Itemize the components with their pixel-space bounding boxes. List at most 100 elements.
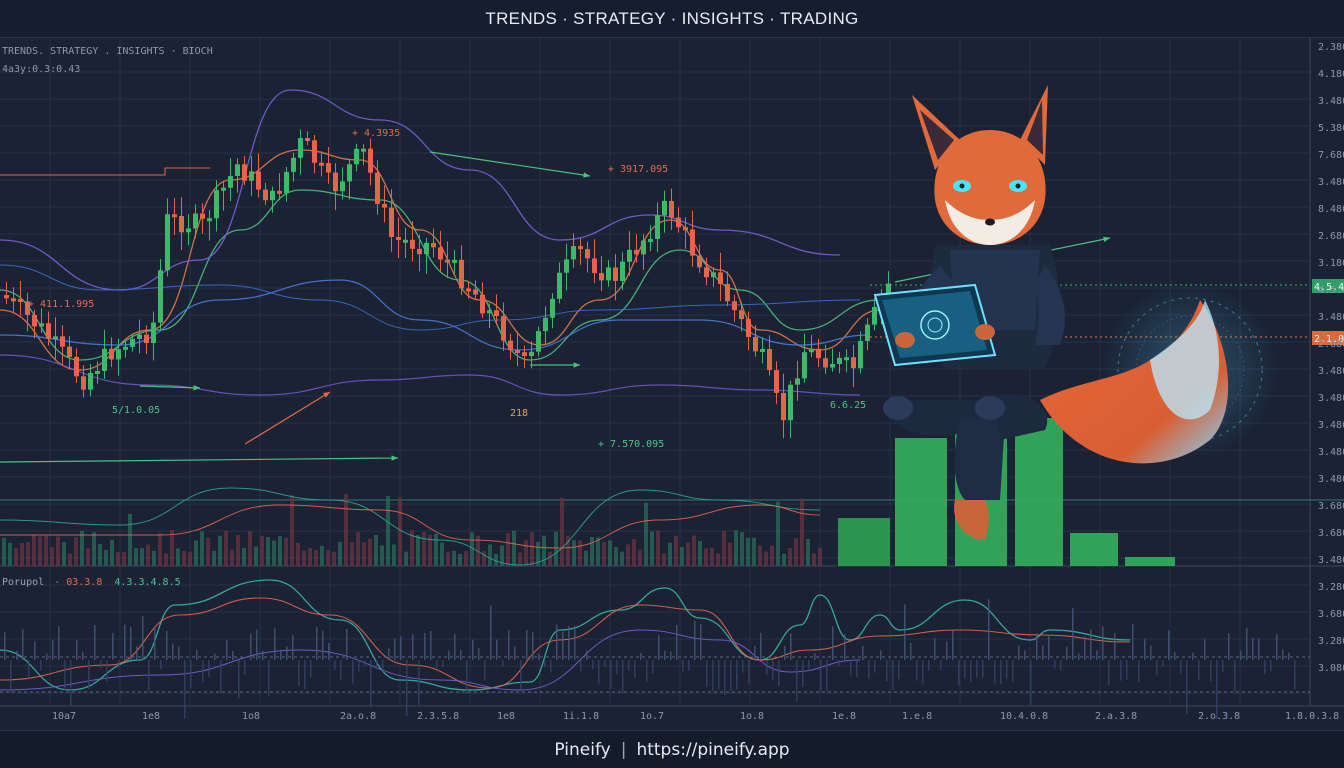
- candle-body: [116, 349, 121, 360]
- volume-bar: [200, 531, 204, 566]
- candle-body: [179, 215, 184, 233]
- candle-body: [809, 348, 814, 353]
- osc-bar: [520, 660, 522, 690]
- candle: [809, 334, 814, 358]
- volume-bar: [596, 537, 600, 566]
- volume-bar: [326, 549, 330, 566]
- osc-bar: [1276, 634, 1278, 660]
- osc-bar: [64, 660, 66, 691]
- osc-bar: [1216, 660, 1218, 720]
- osc-bar: [286, 646, 288, 660]
- price-axis[interactable]: 2.3800 4.1800 3.4800 5.3800 7.6800 3.4800 8.48…: [1318, 42, 1344, 674]
- volume-bar: [314, 549, 318, 566]
- osc-bar: [1138, 660, 1140, 683]
- candle: [424, 237, 429, 274]
- candle: [725, 271, 730, 307]
- osc-bar: [358, 660, 360, 672]
- candle-body: [662, 200, 667, 216]
- volume-bar: [584, 550, 588, 566]
- candle-body: [256, 171, 261, 190]
- time-axis-label: 1o.8: [740, 711, 764, 722]
- price-axis-label: 3.4800: [1318, 474, 1344, 485]
- price-axis-label: 3.4800: [1318, 420, 1344, 431]
- candle: [305, 131, 310, 146]
- candle-body: [795, 378, 800, 385]
- osc-bar: [742, 660, 744, 673]
- osc-bar: [640, 652, 642, 660]
- candle: [326, 146, 331, 184]
- osc-bar: [508, 630, 510, 660]
- candle: [116, 338, 121, 376]
- candle: [550, 293, 555, 329]
- osc-bar: [304, 660, 306, 690]
- candle-body: [298, 138, 303, 158]
- volume-bar: [782, 553, 786, 566]
- candle: [501, 302, 506, 351]
- volume-bar: [800, 498, 804, 566]
- candle-body: [543, 317, 548, 332]
- candle-body: [711, 272, 716, 278]
- candle-body: [410, 239, 415, 249]
- volume-bar: [554, 531, 558, 566]
- candle: [11, 287, 16, 314]
- osc-bar: [70, 660, 72, 707]
- candle-body: [396, 236, 401, 240]
- indicator-legend: Porupol - 03.3.8 4.3.3.4.8.5: [2, 577, 181, 588]
- osc-bar: [16, 650, 18, 660]
- candle: [67, 335, 72, 370]
- time-axis[interactable]: 10a7 1e8 1o8 2a.o.8 2.3.5.8 1e8 1i.1.8 1o.7 1o.8…: [52, 711, 1339, 722]
- osc-bar: [1006, 660, 1008, 680]
- time-axis-label: 10a7: [52, 711, 76, 722]
- osc-bar: [790, 633, 792, 660]
- osc-bar: [1042, 645, 1044, 660]
- osc-bar: [250, 633, 252, 660]
- time-axis-label: 2.o.3.8: [1198, 711, 1240, 722]
- osc-bar: [658, 634, 660, 660]
- oscillator-panel: [0, 599, 1310, 720]
- candle: [4, 282, 9, 305]
- candle: [767, 335, 772, 376]
- osc-bar: [592, 660, 594, 670]
- volume-bar: [428, 534, 432, 566]
- candle-body: [753, 337, 758, 352]
- osc-bar: [346, 629, 348, 660]
- candle: [277, 173, 282, 201]
- volume-bar: [62, 542, 66, 566]
- candle: [431, 228, 436, 258]
- candle: [291, 152, 296, 182]
- chart-annotation: + 4.3935: [352, 128, 400, 139]
- osc-bar: [208, 660, 210, 677]
- osc-bar: [928, 660, 930, 671]
- osc-bar: [664, 650, 666, 660]
- site-url-link[interactable]: https://pineify.app: [636, 739, 790, 760]
- osc-bar: [1210, 660, 1212, 682]
- volume-bar: [104, 549, 108, 566]
- volume-bar: [224, 530, 228, 566]
- osc-bar: [946, 641, 948, 660]
- osc-bar: [34, 641, 36, 660]
- price-axis-label: 2.3800: [1318, 42, 1344, 53]
- candle: [88, 363, 93, 397]
- volume-bar: [68, 553, 72, 566]
- candle: [368, 138, 373, 186]
- candle: [760, 337, 765, 364]
- osc-bar: [322, 631, 324, 660]
- candle-body: [368, 148, 373, 173]
- osc-bar: [454, 634, 456, 660]
- candle: [816, 338, 821, 367]
- candle-body: [844, 357, 849, 361]
- price-axis-label: 5.3800: [1318, 123, 1344, 134]
- candle-body: [81, 376, 86, 390]
- osc-bar: [694, 620, 696, 660]
- osc-bar: [418, 660, 420, 706]
- price-axis-label: 2.6800: [1318, 231, 1344, 242]
- osc-bar: [568, 626, 570, 660]
- candle: [242, 156, 247, 186]
- time-axis-label: 10.4.0.8: [1000, 711, 1048, 722]
- osc-bar: [766, 660, 768, 676]
- candle-body: [613, 267, 618, 281]
- osc-bar: [46, 653, 48, 660]
- candle: [515, 331, 520, 367]
- osc-bar: [436, 660, 438, 669]
